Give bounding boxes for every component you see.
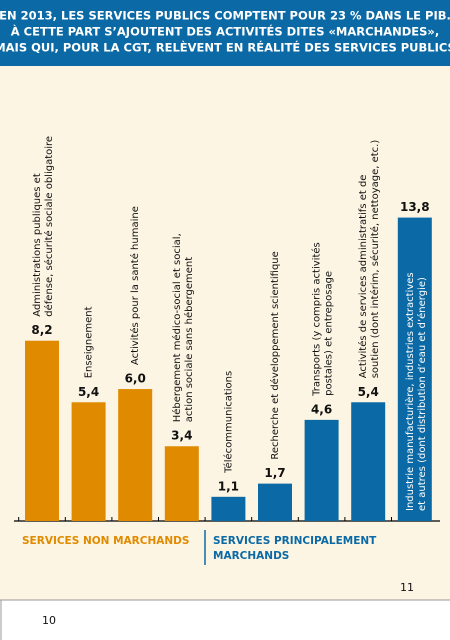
category-label: Recherche et développement scientifique <box>269 251 281 459</box>
category-label: Hébergement médico-social et social, <box>171 233 183 422</box>
bar <box>397 217 432 521</box>
bar <box>351 402 386 521</box>
category-label: Activités pour la santé humaine <box>129 206 141 365</box>
bar <box>71 402 106 521</box>
category-label: Enseignement <box>84 306 95 378</box>
value-label: 6,0 <box>125 372 146 386</box>
group-label: MARCHANDS <box>213 550 289 562</box>
page-number: 10 <box>42 614 56 627</box>
header <box>0 0 450 66</box>
chart-title: MAIS QUI, POUR LA CGT, RELÈVENT EN RÉALI… <box>0 40 450 55</box>
bar <box>211 496 246 521</box>
value-label: 8,2 <box>31 323 52 337</box>
chart-title: À CETTE PART S’AJOUTENT DES ACTIVITÉS DI… <box>11 24 439 39</box>
bar <box>118 389 153 521</box>
value-label: 1,7 <box>264 466 285 480</box>
category-label: défense, sécurité sociale obligatoire <box>43 136 55 317</box>
category-label: soutien (dont intérim, sécurité, nettoya… <box>369 140 381 379</box>
value-label: 3,4 <box>171 429 192 443</box>
value-label: 1,1 <box>218 479 239 493</box>
category-label: et autres (dont distribution d’eau et d’… <box>416 277 428 511</box>
value-label: 5,4 <box>78 385 99 399</box>
category-label: Administrations publiques et <box>32 173 43 317</box>
page-foot <box>0 600 450 640</box>
bar <box>258 483 292 521</box>
bar <box>25 340 59 521</box>
page-number: 11 <box>400 581 414 594</box>
bar <box>304 419 339 521</box>
category-label: Industrie manufacturière, industries ext… <box>404 272 416 511</box>
category-label: Transports (y compris activités <box>311 242 323 397</box>
category-label: Télécommunications <box>222 371 234 474</box>
group-label: SERVICES NON MARCHANDS <box>22 535 189 547</box>
category-label: action sociale sans hébergement <box>183 257 195 423</box>
value-label: 5,4 <box>358 385 379 399</box>
bar <box>164 446 199 521</box>
category-label: postales) et entreposage <box>324 271 335 396</box>
chart-title: EN 2013, LES SERVICES PUBLICS COMPTENT P… <box>0 9 450 23</box>
value-label: 4,6 <box>311 402 332 416</box>
value-label: 13,8 <box>400 200 430 214</box>
group-label: SERVICES PRINCIPALEMENT <box>213 535 377 547</box>
category-label: Activités de services administratifs et … <box>357 175 369 379</box>
